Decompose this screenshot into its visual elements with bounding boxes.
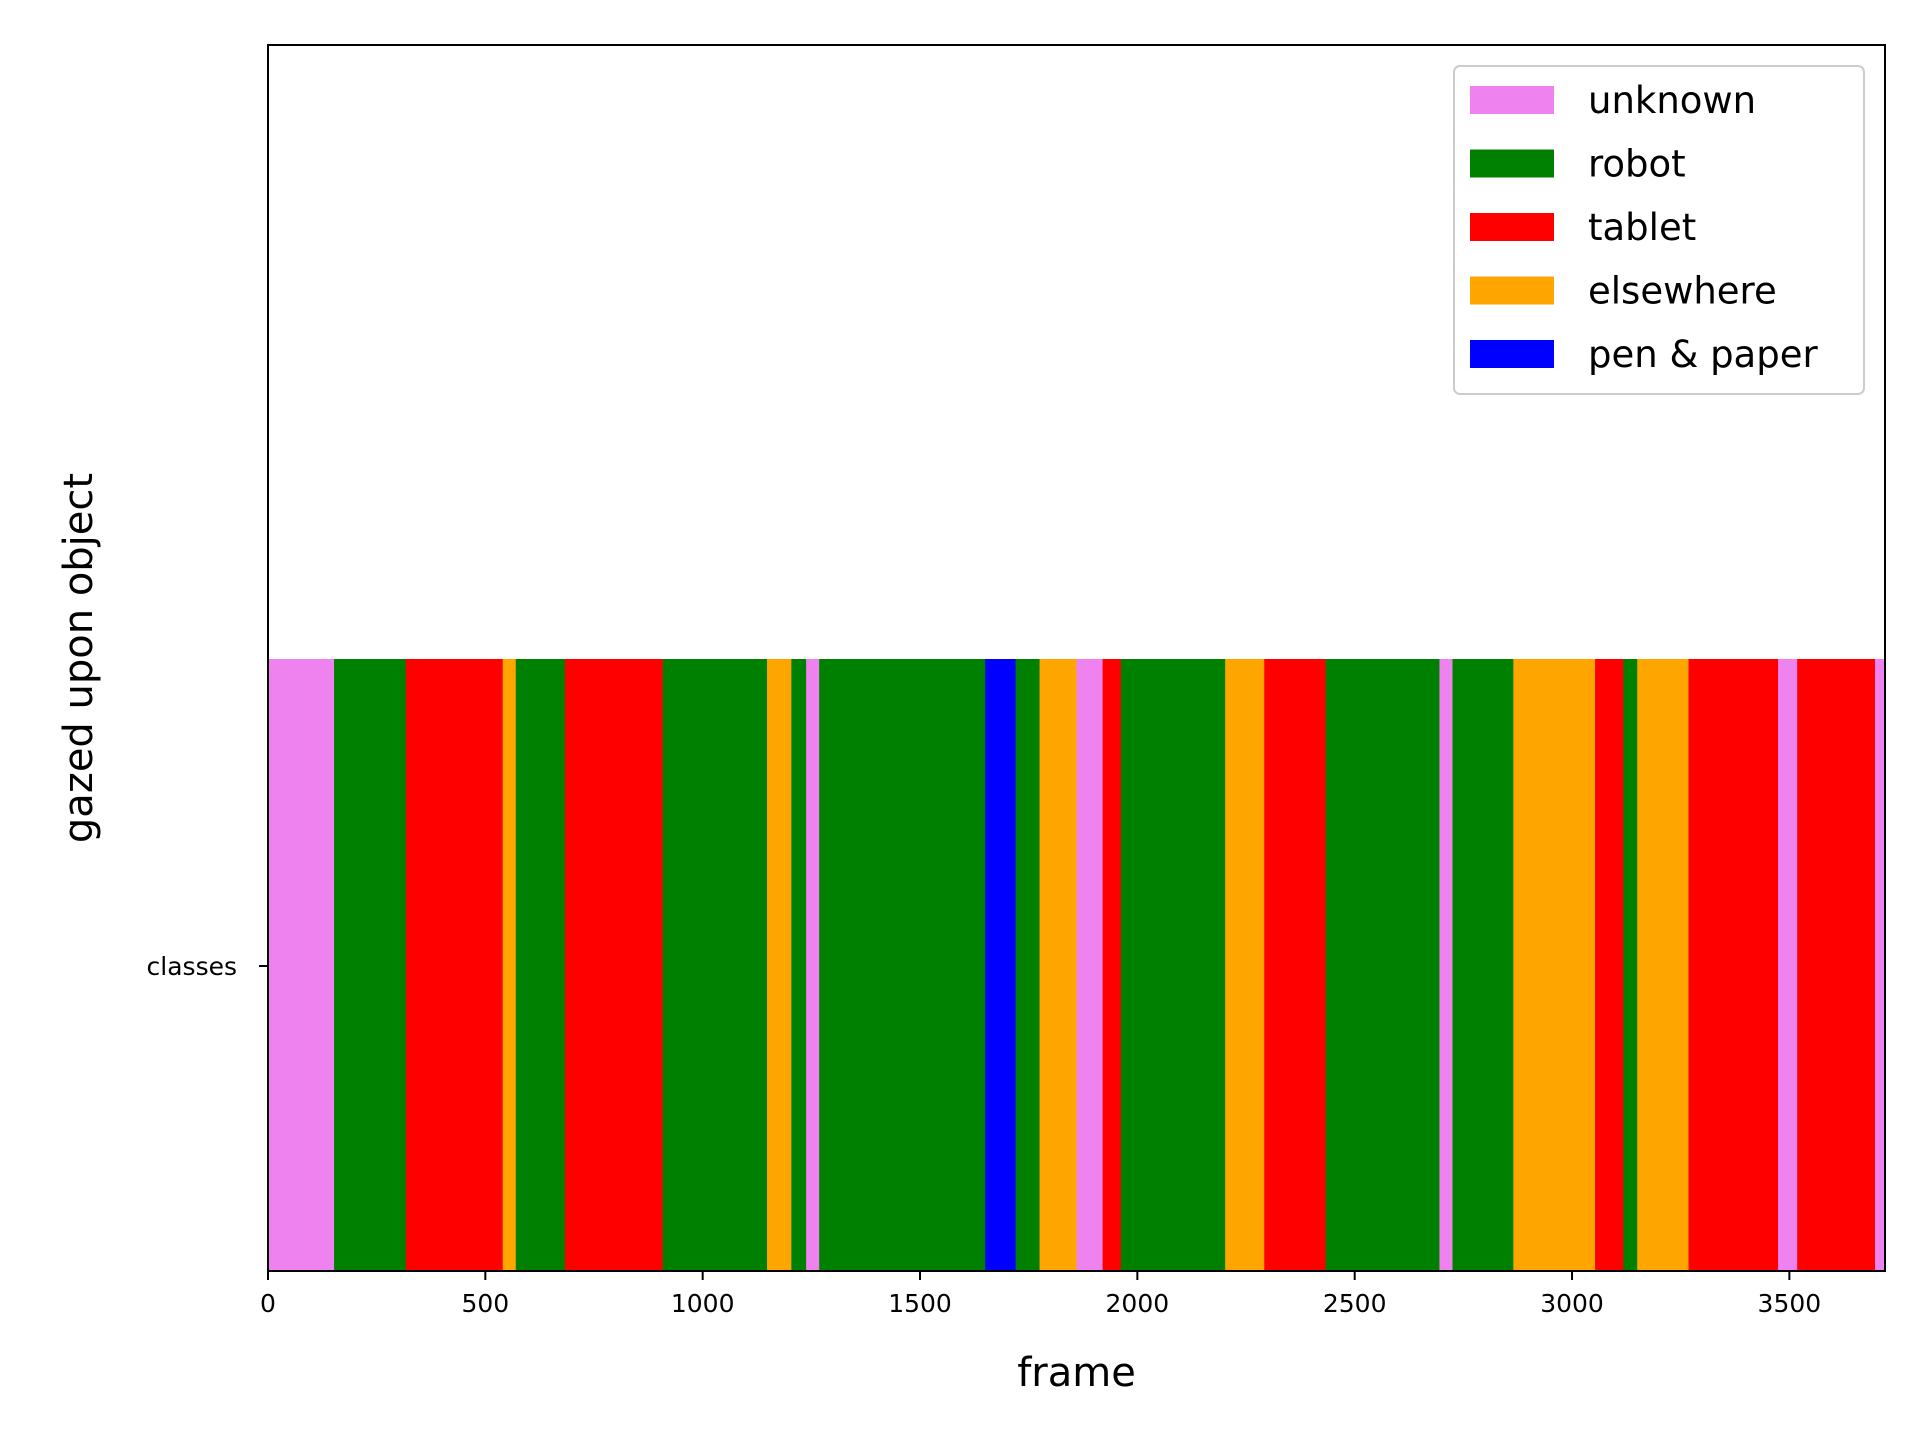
y-tick-label: classes <box>147 952 237 981</box>
segment-unknown <box>806 659 820 1271</box>
segment-robot <box>1452 659 1514 1271</box>
segment-unknown <box>1439 659 1453 1271</box>
legend-swatch <box>1470 340 1554 368</box>
legend-swatch <box>1470 149 1554 178</box>
segment-tablet <box>1595 659 1624 1271</box>
segment-robot <box>1623 659 1638 1271</box>
legend: unknown robot tablet elsewhere pen & paper <box>1453 65 1865 395</box>
segment-robot <box>1015 659 1041 1271</box>
segment-robot <box>515 659 566 1271</box>
segment-tablet <box>1797 659 1876 1271</box>
segment-robot <box>819 659 986 1271</box>
segments-layer <box>268 659 1886 1271</box>
segment-elsewhere <box>767 659 792 1271</box>
segment-tablet <box>1102 659 1122 1271</box>
segment-unknown <box>268 659 335 1271</box>
x-tick-label: 2500 <box>1323 1289 1387 1318</box>
x-tick-label: 3500 <box>1758 1289 1822 1318</box>
segment-elsewhere <box>502 659 517 1271</box>
segment-robot <box>334 659 407 1271</box>
segment-tablet <box>564 659 664 1271</box>
segment-elsewhere <box>1225 659 1265 1271</box>
legend-label: tablet <box>1588 206 1696 249</box>
segment-tablet <box>1264 659 1327 1271</box>
legend-swatch <box>1470 213 1554 241</box>
x-tick-label: 3000 <box>1540 1289 1604 1318</box>
y-axis-ticks: classes <box>147 952 268 981</box>
x-axis-label: frame <box>1017 1350 1136 1396</box>
y-axis-label: gazed upon object <box>56 473 102 843</box>
segment-unknown <box>1875 659 1886 1271</box>
segment-robot <box>1325 659 1440 1271</box>
legend-label: pen & paper <box>1588 333 1818 376</box>
segment-elsewhere <box>1513 659 1596 1271</box>
segment-elsewhere <box>1637 659 1690 1271</box>
legend-label: unknown <box>1588 79 1756 122</box>
legend-swatch <box>1470 86 1554 114</box>
x-tick-label: 0 <box>260 1289 276 1318</box>
legend-label: robot <box>1588 143 1686 186</box>
x-tick-label: 1500 <box>888 1289 952 1318</box>
x-tick-label: 1000 <box>671 1289 735 1318</box>
segment-robot <box>1120 659 1226 1271</box>
x-axis-ticks: 0 500 1000 1500 2000 2500 3000 3500 <box>260 1271 1821 1318</box>
segment-tablet <box>405 659 504 1271</box>
legend-box <box>1453 65 1865 395</box>
legend-label: elsewhere <box>1588 270 1777 313</box>
segment-robot <box>662 659 768 1271</box>
x-tick-label: 2000 <box>1106 1289 1170 1318</box>
segment-tablet <box>1688 659 1779 1271</box>
segment-robot <box>791 659 807 1271</box>
x-tick-label: 500 <box>461 1289 509 1318</box>
legend-swatch <box>1470 276 1554 305</box>
segment-elsewhere <box>1039 659 1077 1271</box>
plot-frame <box>267 44 1886 1272</box>
segment-pen-paper <box>985 659 1017 1271</box>
segment-unknown <box>1076 659 1104 1271</box>
segment-unknown <box>1778 659 1798 1271</box>
